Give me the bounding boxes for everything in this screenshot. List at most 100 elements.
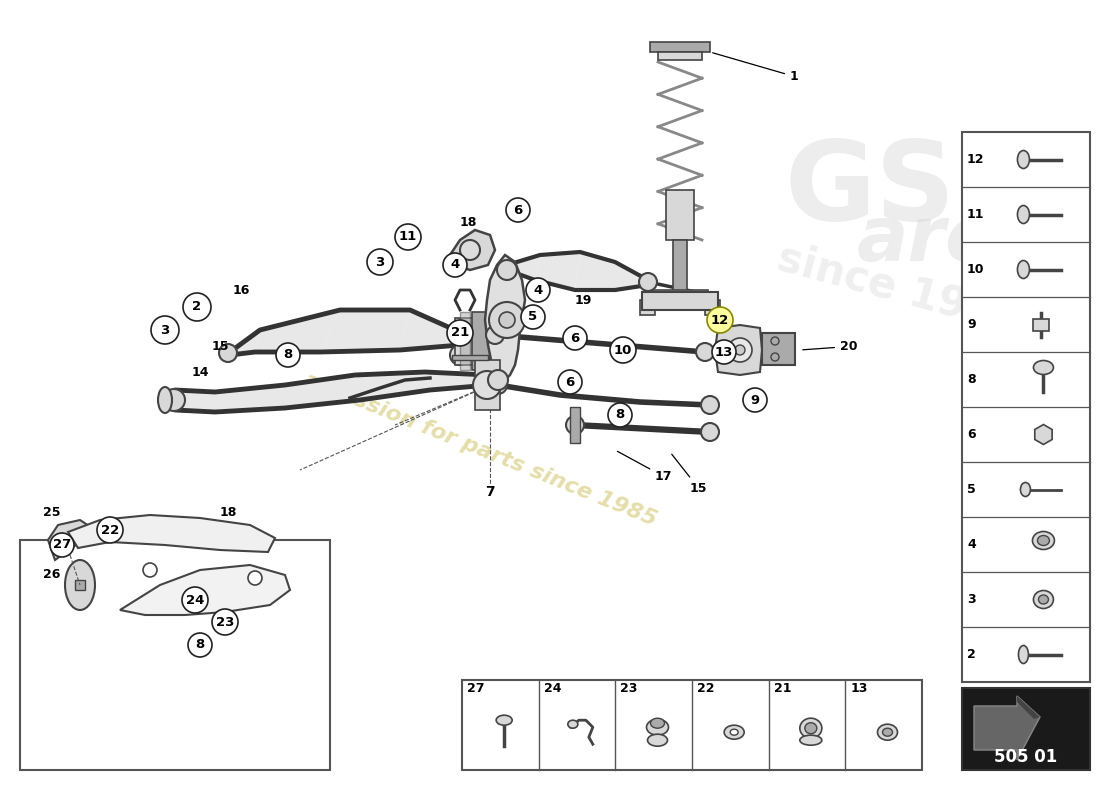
Circle shape — [701, 396, 719, 414]
Ellipse shape — [65, 560, 95, 610]
Text: 19: 19 — [575, 294, 593, 306]
Polygon shape — [650, 42, 710, 52]
Text: 22: 22 — [101, 523, 119, 537]
Text: 23: 23 — [620, 682, 638, 694]
Circle shape — [188, 633, 212, 657]
Text: 11: 11 — [967, 208, 984, 221]
Polygon shape — [285, 375, 360, 408]
Polygon shape — [485, 255, 525, 380]
Ellipse shape — [1033, 531, 1055, 550]
Circle shape — [212, 609, 238, 635]
Text: 8: 8 — [284, 349, 293, 362]
Bar — [462, 680, 922, 770]
Circle shape — [367, 249, 393, 275]
Circle shape — [563, 326, 587, 350]
Text: 6: 6 — [565, 375, 574, 389]
Polygon shape — [666, 190, 694, 240]
Text: 9: 9 — [967, 318, 976, 331]
Polygon shape — [575, 252, 615, 290]
Circle shape — [447, 320, 473, 346]
Ellipse shape — [496, 715, 513, 725]
Polygon shape — [507, 255, 540, 280]
Circle shape — [742, 388, 767, 412]
Polygon shape — [120, 565, 290, 615]
Ellipse shape — [1038, 595, 1048, 604]
Text: 12: 12 — [967, 153, 984, 166]
Polygon shape — [1035, 425, 1052, 445]
Text: 505 01: 505 01 — [994, 748, 1057, 766]
Polygon shape — [705, 300, 720, 315]
Text: 24: 24 — [186, 594, 205, 606]
Polygon shape — [472, 312, 490, 370]
Polygon shape — [425, 372, 490, 390]
Text: 27: 27 — [468, 682, 484, 694]
Text: 11: 11 — [399, 230, 417, 243]
Ellipse shape — [1019, 646, 1028, 663]
Text: 6: 6 — [514, 203, 522, 217]
Circle shape — [610, 337, 636, 363]
Circle shape — [486, 326, 504, 344]
Text: 4: 4 — [450, 258, 460, 271]
Bar — [962, 132, 1090, 682]
Circle shape — [771, 353, 779, 361]
Ellipse shape — [1021, 482, 1031, 497]
Circle shape — [771, 337, 779, 345]
Ellipse shape — [882, 728, 892, 736]
Ellipse shape — [805, 722, 817, 734]
Circle shape — [728, 338, 752, 362]
Polygon shape — [1018, 696, 1040, 719]
Text: 6: 6 — [571, 331, 580, 345]
Text: 10: 10 — [967, 263, 984, 276]
Ellipse shape — [1033, 590, 1054, 609]
Text: 1: 1 — [713, 53, 799, 83]
Circle shape — [163, 389, 185, 411]
Polygon shape — [974, 696, 1040, 760]
Bar — [20, 540, 330, 770]
Polygon shape — [230, 330, 260, 355]
Circle shape — [490, 302, 525, 338]
Circle shape — [97, 517, 123, 543]
Polygon shape — [450, 230, 495, 270]
Polygon shape — [658, 52, 702, 60]
Text: GS: GS — [784, 137, 956, 243]
Polygon shape — [48, 520, 95, 560]
Ellipse shape — [1018, 261, 1030, 278]
Circle shape — [276, 343, 300, 367]
Text: ares: ares — [857, 203, 1043, 277]
Circle shape — [707, 307, 733, 333]
Ellipse shape — [730, 730, 738, 735]
Circle shape — [480, 372, 501, 392]
Polygon shape — [570, 407, 580, 443]
Text: 13: 13 — [850, 682, 868, 694]
Circle shape — [497, 260, 517, 280]
Polygon shape — [642, 292, 718, 310]
Polygon shape — [255, 310, 340, 352]
Text: 8: 8 — [967, 373, 976, 386]
Polygon shape — [715, 325, 762, 375]
Text: 3: 3 — [375, 255, 385, 269]
Text: 23: 23 — [216, 615, 234, 629]
Text: 5: 5 — [528, 310, 538, 323]
Ellipse shape — [650, 718, 664, 728]
Text: 2: 2 — [967, 648, 976, 661]
Text: 9: 9 — [750, 394, 760, 406]
Circle shape — [735, 345, 745, 355]
Polygon shape — [452, 355, 488, 360]
Circle shape — [701, 423, 719, 441]
Circle shape — [473, 371, 500, 399]
Ellipse shape — [158, 387, 172, 413]
Polygon shape — [175, 390, 214, 412]
Text: 3: 3 — [161, 323, 169, 337]
Ellipse shape — [800, 735, 822, 746]
Text: 18: 18 — [220, 506, 238, 518]
Ellipse shape — [568, 720, 578, 728]
Ellipse shape — [1033, 361, 1054, 374]
Text: 27: 27 — [53, 538, 72, 551]
Circle shape — [182, 587, 208, 613]
Circle shape — [490, 376, 507, 394]
Circle shape — [499, 312, 515, 328]
Circle shape — [151, 316, 179, 344]
Text: a passion for parts since 1985: a passion for parts since 1985 — [300, 370, 659, 530]
Text: 6: 6 — [967, 428, 976, 441]
Circle shape — [696, 343, 714, 361]
